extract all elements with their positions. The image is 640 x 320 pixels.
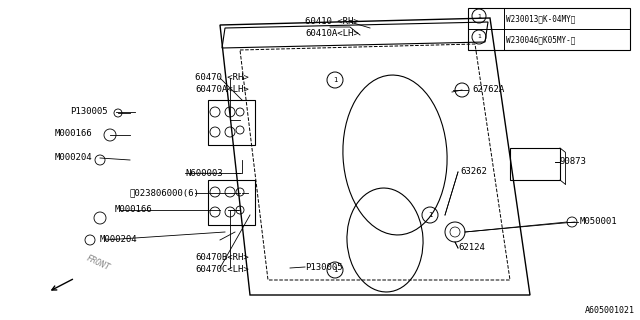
Text: 1: 1	[477, 13, 481, 19]
Text: FRONT: FRONT	[85, 253, 111, 272]
Text: M000166: M000166	[55, 129, 93, 138]
Text: M000166: M000166	[115, 205, 152, 214]
Text: P130005: P130005	[305, 262, 342, 271]
Text: 1: 1	[428, 212, 432, 218]
Bar	[510, 148, 560, 180]
Bar	[208, 180, 255, 225]
Bar	[468, 8, 630, 50]
Text: 60470B<RH>: 60470B<RH>	[195, 253, 249, 262]
Text: A605001021: A605001021	[585, 306, 635, 315]
Text: W230013＜K-04MY＞: W230013＜K-04MY＞	[506, 14, 575, 23]
Text: 1: 1	[477, 35, 481, 39]
Text: ⓝ023806000(6): ⓝ023806000(6)	[130, 188, 200, 197]
Text: 60470A<LH>: 60470A<LH>	[195, 84, 249, 93]
Text: N600003: N600003	[185, 169, 223, 178]
Text: 60470C<LH>: 60470C<LH>	[195, 265, 249, 274]
Text: M000204: M000204	[100, 236, 138, 244]
Text: 63262: 63262	[460, 167, 487, 177]
Text: 1: 1	[333, 77, 337, 83]
Text: 60410 <RH>: 60410 <RH>	[305, 18, 359, 27]
Text: P130005: P130005	[70, 108, 108, 116]
Text: M050001: M050001	[580, 218, 618, 227]
Text: M000204: M000204	[55, 154, 93, 163]
Text: 60410A<LH>: 60410A<LH>	[305, 28, 359, 37]
Text: 60470 <RH>: 60470 <RH>	[195, 74, 249, 83]
Bar	[208, 100, 255, 145]
Text: 62124: 62124	[458, 244, 485, 252]
Text: 62762A: 62762A	[472, 85, 504, 94]
Text: 1: 1	[333, 267, 337, 273]
Text: 90873: 90873	[560, 157, 587, 166]
Text: W230046＜K05MY-＞: W230046＜K05MY-＞	[506, 35, 575, 44]
